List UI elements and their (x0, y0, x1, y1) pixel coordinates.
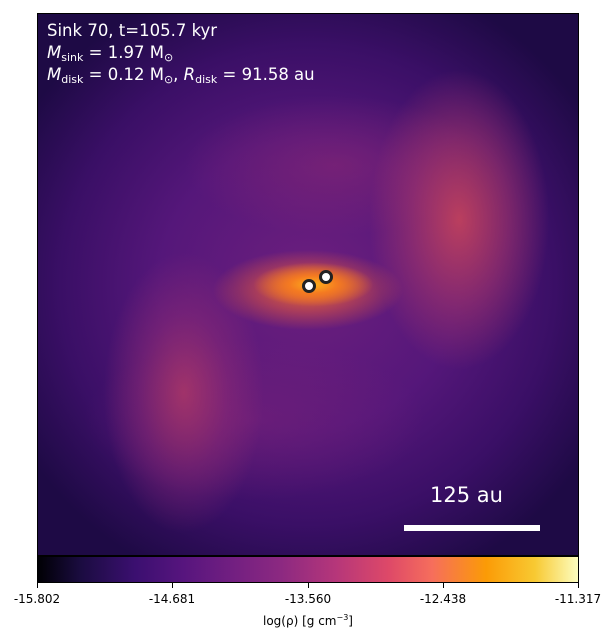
solar-symbol: ⊙ (163, 73, 174, 86)
scale-bar-label: 125 au (430, 483, 503, 507)
disk-properties-label: Mdisk = 0.12 M⊙, Rdisk = 91.58 au (47, 65, 315, 90)
colorbar-label-main: log(ρ) [g cm (263, 614, 337, 628)
colorbar-tick-label: -14.681 (148, 592, 196, 606)
sink-particle-marker (302, 279, 316, 293)
colorbar-label-close: ] (348, 614, 353, 628)
disk-radius-symbol: R (183, 65, 196, 84)
colorbar-tick (578, 583, 579, 588)
separator: , (173, 65, 184, 84)
colorbar-tick (37, 583, 38, 588)
colorbar-tick-label: -15.802 (13, 592, 61, 606)
colorbar-tick (443, 583, 444, 588)
sink-mass-subscript: sink (61, 51, 84, 64)
scale-bar (404, 525, 540, 531)
colorbar (37, 556, 579, 583)
sink-mass-symbol: M (47, 43, 62, 62)
sink-title: Sink 70, t=105.7 kyr (47, 21, 218, 40)
sink-mass-label: Msink = 1.97 M⊙ (47, 43, 173, 68)
disk-mass-symbol: M (47, 65, 62, 84)
disk-mass-subscript: disk (61, 73, 84, 86)
colorbar-tick (308, 583, 309, 588)
colorbar-tick-label: -12.438 (419, 592, 467, 606)
disk-mass-value: = 0.12 M (83, 65, 164, 84)
disk-radius-value: = 91.58 au (217, 65, 315, 84)
colorbar-tick-label: -11.317 (554, 592, 602, 606)
solar-symbol: ⊙ (163, 51, 174, 64)
density-map-panel: Sink 70, t=105.7 kyr Msink = 1.97 M⊙ Mdi… (37, 13, 579, 556)
sink-mass-value: = 1.97 M (83, 43, 164, 62)
colorbar-tick-label: -13.560 (284, 592, 332, 606)
sink-particle-marker (319, 270, 333, 284)
disk-radius-subscript: disk (195, 73, 218, 86)
colorbar-label-exponent: −3 (336, 613, 349, 622)
colorbar-label: log(ρ) [g cm−3] (263, 613, 353, 628)
colorbar-tick (172, 583, 173, 588)
